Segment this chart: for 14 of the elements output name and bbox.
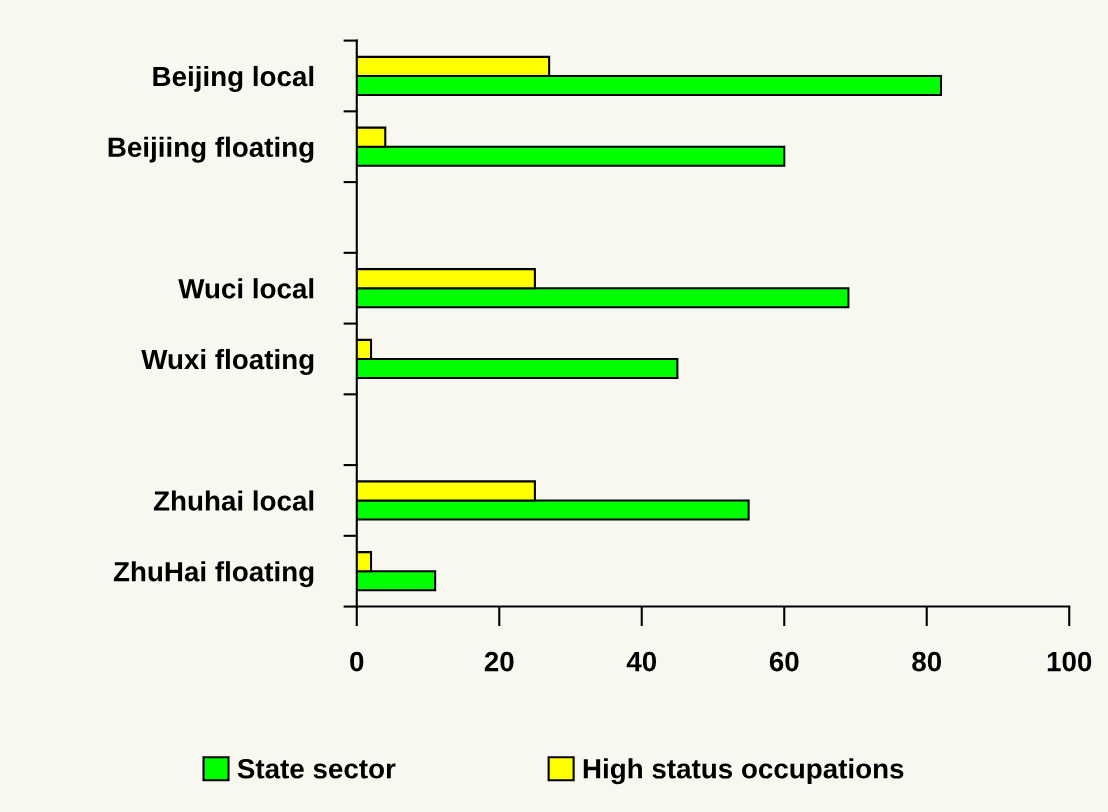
y-tick-label: Beijing local [153,65,314,92]
x-tick-label: 0 [350,651,364,672]
x-tick-label: 60 [769,651,799,672]
x-tick-label: 100 [1047,651,1092,672]
y-tick-label: Beijiing floating [108,136,314,163]
x-tick-label: 20 [484,651,514,672]
legend-label: State sector [237,758,396,779]
y-tick-label: Wuxi floating [141,348,314,375]
x-tick-label: 80 [912,651,942,672]
x-tick-label: 40 [626,651,657,672]
y-tick-label: Wuci local [178,278,314,299]
y-tick-label: Zhuhai local [153,490,314,511]
y-tick-label: ZhuHai floating [113,561,314,588]
legend-label: High status occupations [583,758,904,785]
